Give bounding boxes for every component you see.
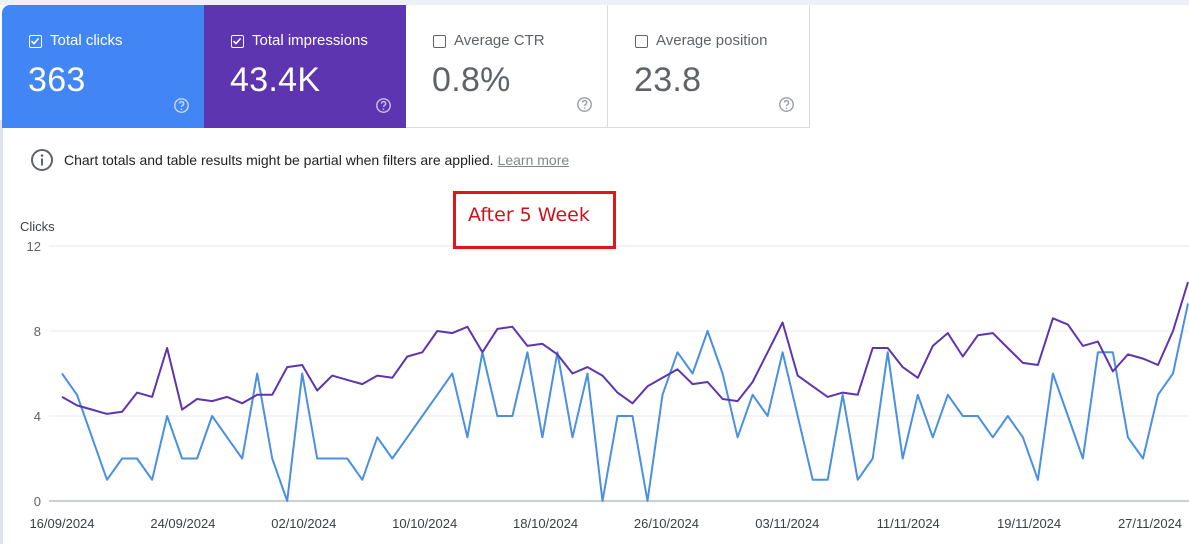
x-tick-label: 16/09/2024	[29, 516, 94, 531]
partial-data-notice: Chart totals and table results might be …	[30, 148, 569, 172]
checkbox-icon[interactable]	[635, 35, 648, 48]
x-tick-label: 26/10/2024	[634, 516, 699, 531]
metric-label: Average CTR	[454, 32, 545, 49]
x-tick-label: 24/09/2024	[150, 516, 215, 531]
x-tick-label: 19/11/2024	[997, 516, 1061, 531]
metric-card-total-clicks[interactable]: Total clicks 363	[2, 5, 204, 128]
metric-label: Average position	[656, 32, 768, 49]
metric-label: Total impressions	[252, 32, 368, 49]
help-circle-icon[interactable]	[576, 96, 593, 113]
metric-card-total-impressions[interactable]: Total impressions 43.4K	[204, 5, 406, 128]
left-edge-border	[0, 120, 3, 544]
metric-value: 23.8	[634, 61, 702, 99]
metric-label: Total clicks	[50, 32, 123, 49]
checkbox-icon[interactable]	[29, 35, 42, 48]
y-tick-label: 4	[34, 409, 41, 424]
metric-card-average-position[interactable]: Average position 23.8	[608, 5, 810, 128]
learn-more-link[interactable]: Learn more	[497, 152, 570, 168]
y-tick-label: 12	[27, 239, 41, 254]
x-tick-label: 02/10/2024	[271, 516, 336, 531]
help-circle-icon[interactable]	[778, 96, 795, 113]
checkbox-icon[interactable]	[433, 35, 446, 48]
y-axis-label: Clicks	[20, 219, 55, 234]
metric-cards: Total clicks 363 Total impressions 43.4K…	[2, 5, 810, 128]
info-icon	[31, 149, 53, 171]
top-strip	[0, 0, 1189, 5]
help-circle-icon[interactable]	[173, 97, 190, 114]
series-line-impressions	[61, 281, 1189, 415]
checkbox-icon[interactable]	[231, 35, 244, 48]
series-line-clicks	[61, 303, 1189, 502]
y-tick-label: 8	[34, 324, 41, 339]
clicks-impressions-chart: Clicks 0 4 8 12 16/09/2024 24/09/2024 02/10/202…	[20, 219, 1189, 531]
metric-value: 0.8%	[432, 61, 511, 99]
metric-value: 363	[28, 61, 86, 99]
notice-text: Chart totals and table results might be …	[64, 152, 494, 168]
x-tick-label: 03/11/2024	[755, 516, 819, 531]
x-tick-label: 27/11/2024	[1118, 516, 1182, 531]
metric-value: 43.4K	[230, 61, 321, 99]
help-circle-icon[interactable]	[375, 97, 392, 114]
annotation-box: After 5 Week	[453, 191, 616, 249]
y-tick-label: 0	[34, 494, 41, 509]
x-tick-label: 18/10/2024	[513, 516, 578, 531]
x-tick-label: 11/11/2024	[877, 516, 940, 531]
x-tick-label: 10/10/2024	[392, 516, 457, 531]
metric-card-average-ctr[interactable]: Average CTR 0.8%	[406, 5, 608, 128]
